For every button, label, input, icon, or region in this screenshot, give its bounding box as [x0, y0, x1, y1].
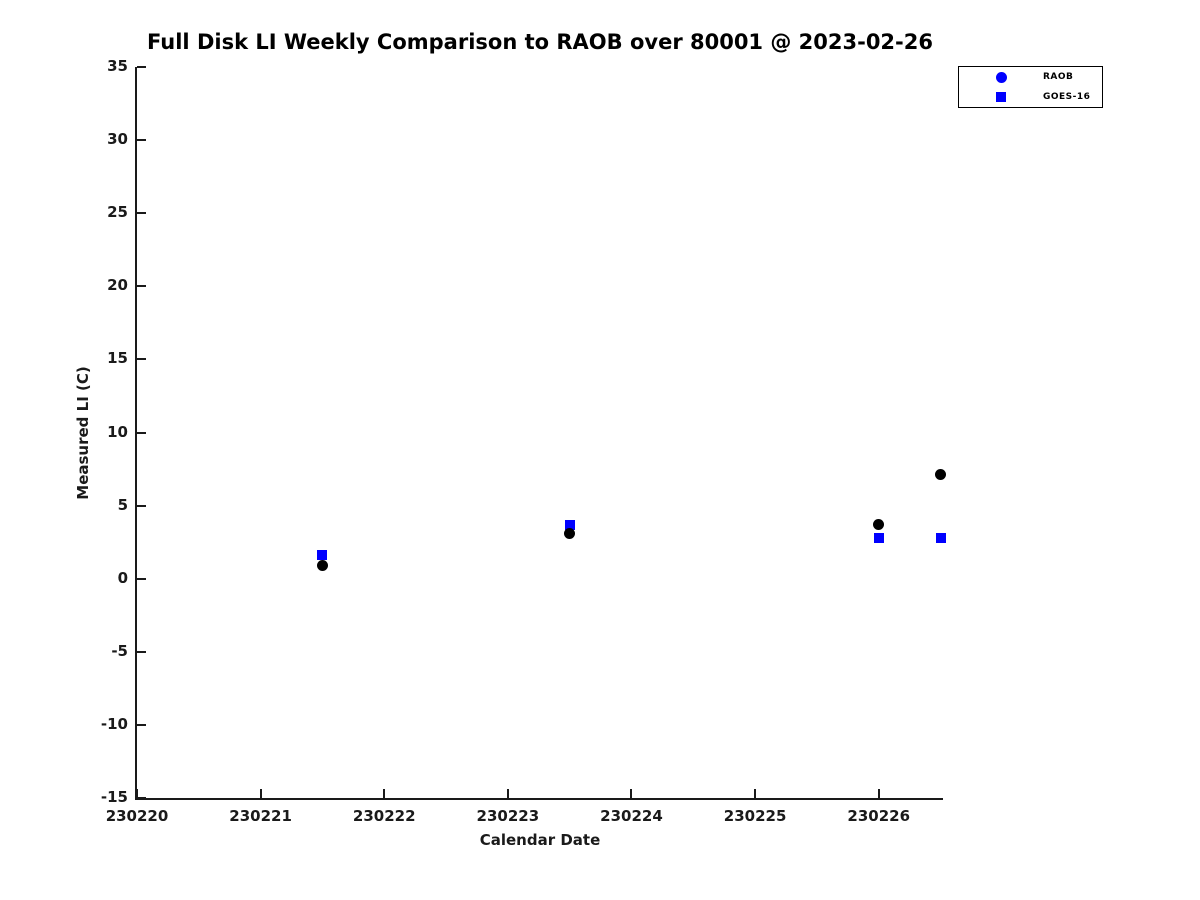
data-point-goes-16 [935, 532, 946, 543]
y-tick [137, 212, 146, 215]
x-tick-label: 230226 [847, 807, 911, 825]
x-tick [383, 789, 386, 798]
y-tick [137, 358, 146, 361]
x-tick-label: 230221 [229, 807, 292, 825]
y-tick-label: -15 [100, 788, 128, 806]
y-tick-label: 15 [107, 349, 128, 368]
y-tick-label: 25 [107, 203, 128, 222]
x-tick [506, 789, 509, 798]
data-point-raob [564, 527, 576, 539]
y-tick-label: 20 [107, 276, 128, 295]
y-tick [137, 431, 146, 434]
x-tick-label: 230224 [600, 807, 663, 825]
legend-marker-cell [959, 92, 1043, 102]
x-tick [630, 789, 633, 798]
y-tick-label: -10 [100, 714, 128, 733]
y-tick [137, 577, 146, 580]
y-axis-spine [135, 67, 137, 800]
data-point-goes-16 [317, 550, 328, 561]
legend-label: RAOB [1043, 72, 1074, 82]
data-point-goes-16 [873, 532, 884, 543]
legend: RAOB GOES-16 [958, 66, 1103, 108]
data-point-raob [873, 519, 885, 531]
x-tick-label: 230220 [105, 807, 169, 825]
legend-item-goes-16: GOES-16 [959, 88, 1102, 106]
y-tick [137, 650, 146, 653]
y-tick-label: 5 [117, 495, 128, 514]
y-tick-label: -5 [111, 641, 128, 660]
y-tick [137, 797, 146, 799]
y-tick [137, 285, 146, 288]
chart-title: Full Disk LI Weekly Comparison to RAOB o… [146, 30, 933, 54]
x-tick [259, 789, 262, 798]
legend-marker-cell [959, 71, 1043, 83]
x-axis-spine [135, 798, 943, 800]
y-tick-label: 10 [107, 422, 128, 441]
y-tick-label: 0 [117, 568, 128, 587]
legend-label: GOES-16 [1043, 92, 1091, 102]
square-marker-icon [996, 92, 1006, 102]
y-tick [137, 504, 146, 507]
x-tick [877, 789, 880, 798]
x-tick [754, 789, 757, 798]
circle-marker-icon [995, 71, 1007, 83]
y-tick [137, 139, 146, 142]
x-tick-label: 230222 [352, 807, 416, 825]
x-tick [136, 789, 138, 798]
x-tick-label: 230225 [723, 807, 787, 825]
x-axis-label: Calendar Date [479, 831, 601, 849]
legend-item-raob: RAOB [959, 68, 1102, 86]
y-tick [137, 66, 146, 68]
data-point-raob [935, 469, 947, 481]
y-tick [137, 723, 146, 726]
data-point-goes-16 [564, 519, 575, 530]
x-tick-label: 230223 [476, 807, 540, 825]
y-tick-label: 35 [107, 57, 128, 75]
y-tick-label: 30 [107, 130, 128, 149]
data-point-raob [316, 560, 328, 572]
